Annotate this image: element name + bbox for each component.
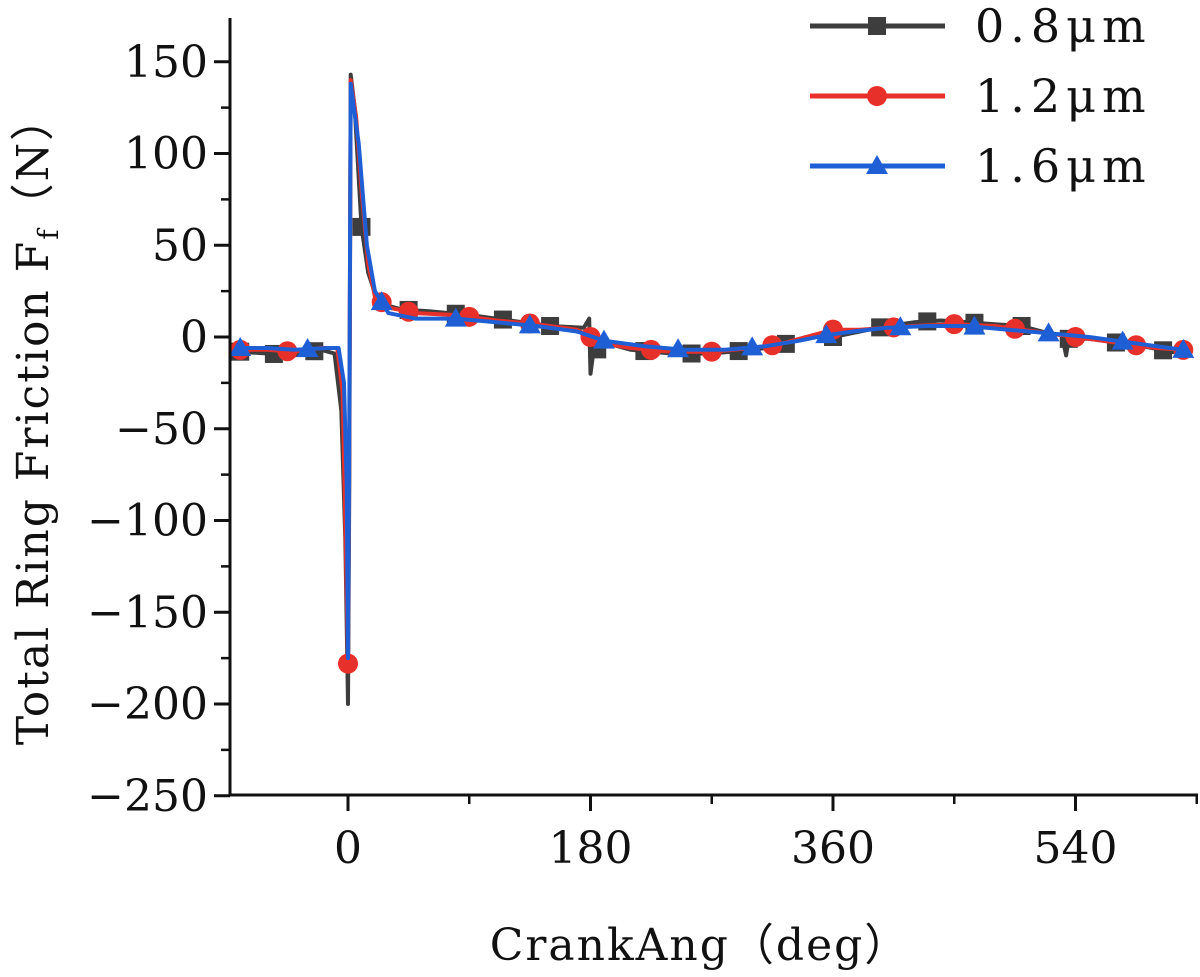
data-point-marker xyxy=(667,338,690,358)
y-ticks: 150 100 50 0 −50 −100 −150 −200 −250 xyxy=(87,37,230,822)
series-3 xyxy=(230,81,1195,661)
y-tick-label: 100 xyxy=(124,129,208,180)
x-axis-title: CrankAng（deg） xyxy=(490,920,911,971)
legend-marker xyxy=(867,86,887,106)
axes: 150 100 50 0 −50 −100 −150 −200 −250 0 180 360 540 xyxy=(87,18,1198,874)
x-tick-label: 180 xyxy=(549,823,633,874)
legend-label: 1.6μm xyxy=(975,139,1152,193)
data-point-marker xyxy=(741,336,764,356)
legend-marker xyxy=(866,155,888,174)
y-axis-title-main: Total Ring Friction F xyxy=(8,240,59,745)
legend-label: 0.8μm xyxy=(975,0,1152,53)
data-point-marker xyxy=(338,653,358,674)
y-axis-title-subscript: f xyxy=(32,227,65,240)
y-tick-label: −250 xyxy=(87,771,208,822)
legend: 0.8μm 1.2μm 1.6μm xyxy=(810,0,1152,193)
y-tick-label: 0 xyxy=(180,312,208,363)
y-tick-label: −200 xyxy=(87,679,208,730)
data-point-marker xyxy=(296,338,319,358)
y-tick-label: 150 xyxy=(124,37,208,88)
data-point-marker xyxy=(815,324,838,344)
y-axis-title: Total Ring Friction Ff（N） xyxy=(8,95,65,745)
data-point-marker xyxy=(641,339,662,360)
y-tick-label: −100 xyxy=(87,496,208,547)
data-point-marker xyxy=(963,315,986,335)
data-point-marker xyxy=(230,337,252,357)
data-point-marker xyxy=(518,314,541,334)
x-tick-label: 360 xyxy=(791,823,875,874)
x-tick-label: 540 xyxy=(1034,823,1118,874)
data-point-marker xyxy=(1172,338,1195,358)
data-point-marker xyxy=(1037,322,1060,342)
x-ticks: 0 180 360 540 xyxy=(334,795,1198,874)
legend-label: 1.2μm xyxy=(975,69,1152,123)
x-tick-label: 0 xyxy=(334,823,362,874)
data-point-marker xyxy=(592,329,615,349)
y-tick-label: −50 xyxy=(115,404,208,455)
data-point-marker xyxy=(444,307,467,327)
data-point-marker xyxy=(1111,330,1134,350)
data-point-marker xyxy=(889,316,912,336)
y-tick-label: −150 xyxy=(87,587,208,638)
y-axis-title-unit: （N） xyxy=(8,95,59,228)
plot-series xyxy=(230,72,1195,706)
legend-marker xyxy=(868,17,886,35)
data-point-marker xyxy=(370,291,393,311)
y-tick-label: 50 xyxy=(152,220,208,271)
